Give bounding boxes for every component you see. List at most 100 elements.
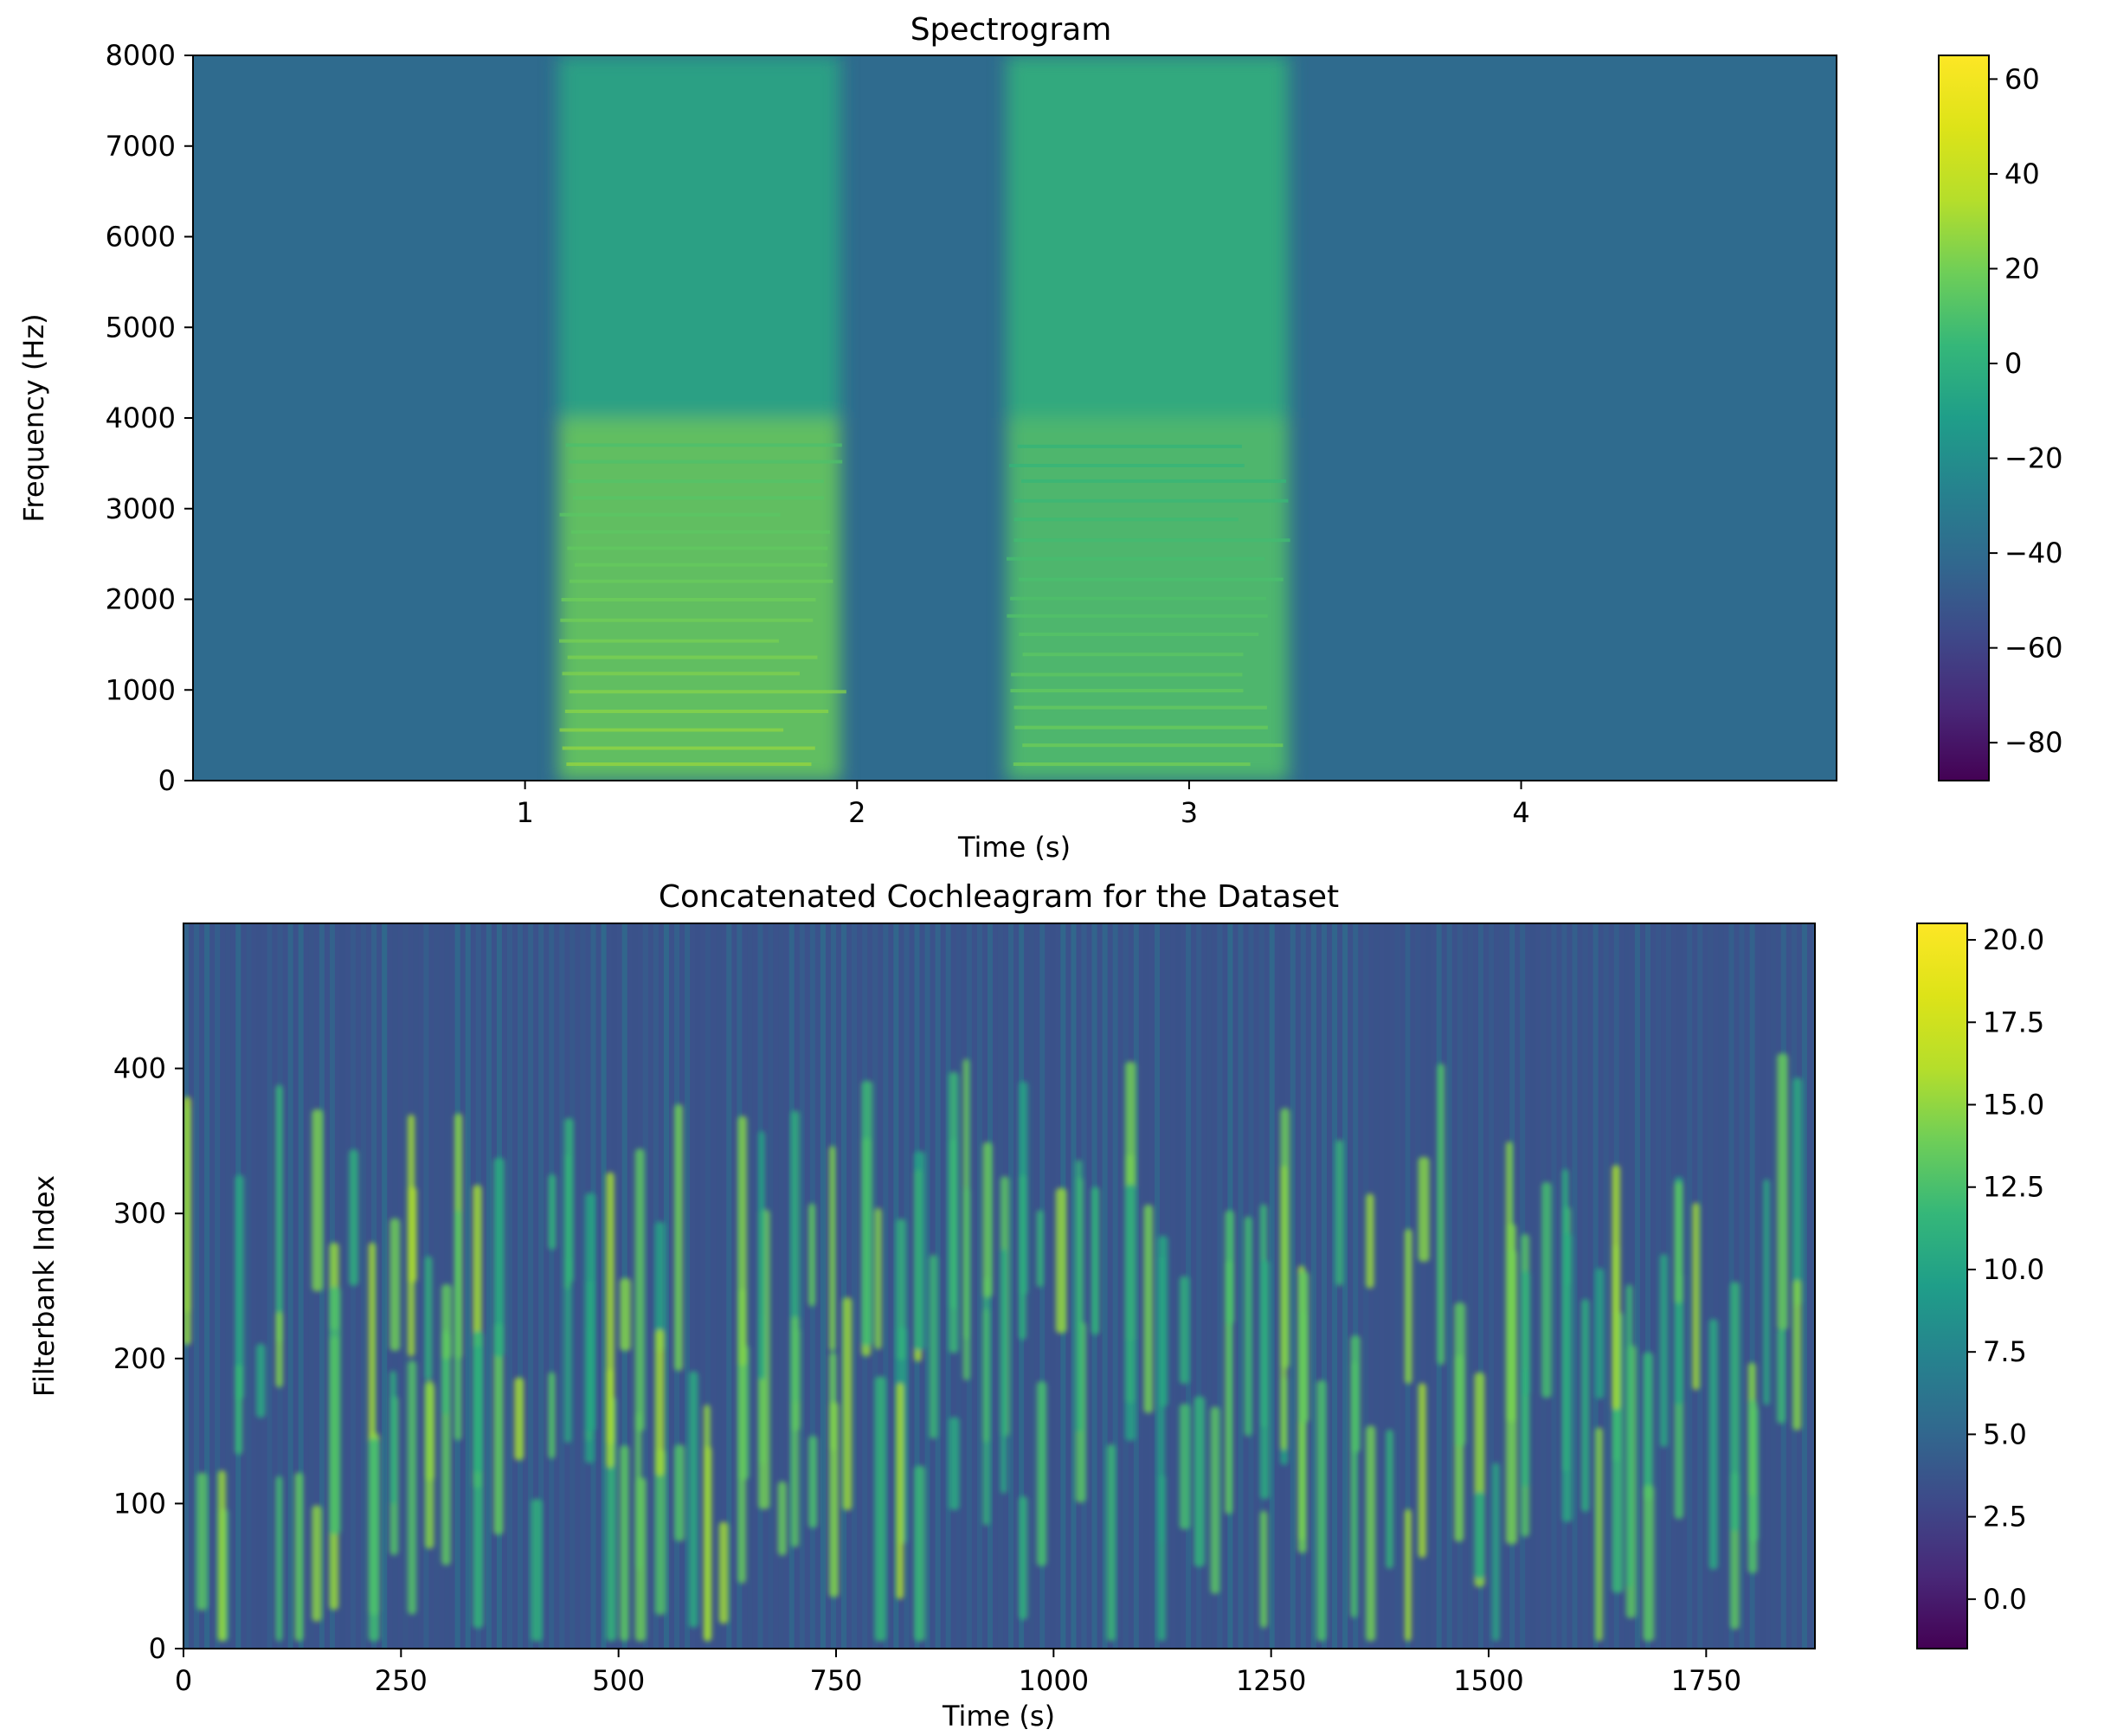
harmonic-band xyxy=(1013,538,1290,543)
harmonic-band xyxy=(1019,577,1284,582)
cochleagram-column xyxy=(1634,923,1640,1649)
cochleagram-segment xyxy=(1179,1403,1191,1530)
cochleagram-column xyxy=(1572,923,1578,1649)
cochleagram-segment xyxy=(1316,1379,1327,1642)
cochleagram-segment xyxy=(196,1472,208,1611)
cochleagram-segment xyxy=(896,1218,906,1360)
cochleagram-segment xyxy=(620,1444,629,1642)
x-tick-label: 1 xyxy=(516,796,533,829)
cochleagram-segment xyxy=(620,1277,631,1352)
cochleagram-segment xyxy=(1366,1425,1376,1642)
harmonic-band xyxy=(1011,672,1243,677)
cochleagram-segment xyxy=(235,1364,243,1456)
cochleagram-segment xyxy=(1612,1165,1620,1411)
y-tick-label: 7000 xyxy=(106,130,176,163)
harmonic-band xyxy=(1010,689,1244,693)
cochleagram-column xyxy=(1310,923,1316,1649)
cochleagram-segment xyxy=(1708,1318,1718,1570)
cochleagram-column xyxy=(1811,923,1815,1649)
y-axis-label: Filterbank Index xyxy=(28,1175,61,1397)
cochleagram-segment xyxy=(1194,1396,1206,1567)
x-tick-label: 750 xyxy=(809,1664,862,1697)
cochleagram-column xyxy=(1656,923,1662,1649)
harmonic-band xyxy=(1017,444,1242,448)
cochleagram-segment xyxy=(441,1283,452,1360)
cochleagram-segment xyxy=(1643,1485,1655,1642)
cochleagram-column xyxy=(716,923,722,1649)
y-tick-label: 4000 xyxy=(106,402,176,434)
cochleagram-segment xyxy=(896,1383,904,1600)
harmonic-band xyxy=(566,762,812,767)
cochleagram-segment xyxy=(1562,1168,1569,1472)
cochleagram-column xyxy=(1217,923,1223,1649)
cochleagram-segment xyxy=(389,1218,401,1352)
cochleagram-segment xyxy=(425,1256,433,1380)
colorbar-tick-label: −80 xyxy=(2004,726,2063,759)
cochleagram-column xyxy=(518,923,524,1649)
colorbar-tick-label: −60 xyxy=(2004,632,2063,665)
cochleagram-column xyxy=(852,923,858,1649)
cochleagram-segment xyxy=(548,1173,557,1251)
harmonic-band xyxy=(569,579,833,583)
cochleagram-column xyxy=(465,923,471,1649)
spectrogram-region xyxy=(1006,55,1289,418)
cochleagram-segment xyxy=(1418,1156,1430,1262)
cochleagram-column xyxy=(1071,923,1077,1649)
y-tick-label: 5000 xyxy=(106,311,176,344)
cochleagram-column xyxy=(1708,923,1714,1649)
colorbar-tick-label: 5.0 xyxy=(1983,1418,2027,1450)
cochleagram-segment xyxy=(861,1080,873,1346)
cochleagram-column xyxy=(549,923,555,1649)
cochleagram-segment xyxy=(1674,1181,1683,1304)
x-tick-label: 250 xyxy=(375,1664,428,1697)
cochleagram-segment xyxy=(1036,1209,1044,1288)
cochleagram-column xyxy=(1363,923,1369,1649)
cochleagram-column xyxy=(601,923,607,1649)
cochleagram-segment xyxy=(949,1417,960,1511)
colorbar-tick-label: 2.5 xyxy=(1983,1501,2027,1533)
cochleagram-column xyxy=(402,923,409,1649)
cochleagram-column xyxy=(308,923,314,1649)
colorbar-tick-label: 10.0 xyxy=(1983,1253,2044,1286)
cochleagram-segment xyxy=(1244,1216,1252,1437)
harmonic-band xyxy=(569,690,846,694)
cochleagram-segment xyxy=(1000,1248,1007,1495)
cochleagram-segment xyxy=(704,1445,712,1642)
colorbar-tick-label: 40 xyxy=(2004,158,2040,190)
cochleagram-column xyxy=(1394,923,1400,1649)
cochleagram-column xyxy=(1760,923,1766,1649)
cochleagram-segment xyxy=(1792,1077,1803,1307)
colorbar-tick-label: 60 xyxy=(2004,62,2040,95)
cochleagram-segment xyxy=(454,1210,462,1441)
harmonic-band xyxy=(559,728,784,732)
x-tick-label: 1500 xyxy=(1453,1664,1523,1697)
cochleagram-column xyxy=(1697,923,1703,1649)
cochleagram-segment xyxy=(914,1151,926,1351)
cochleagram-segment xyxy=(674,1444,685,1542)
cochleagram-segment xyxy=(564,1117,574,1283)
spectrogram-heatmap xyxy=(193,55,1837,781)
cochleagram-segment xyxy=(808,1203,816,1307)
cochleagram-segment xyxy=(255,1343,266,1418)
colorbar-tick-label: 0 xyxy=(2004,347,2022,380)
cochleagram-column xyxy=(382,923,388,1649)
cochleagram-column xyxy=(1770,923,1776,1649)
cochleagram-column xyxy=(1269,923,1275,1649)
cochleagram-column xyxy=(1154,923,1160,1649)
x-tick-label: 500 xyxy=(592,1664,645,1697)
cochleagram-segment xyxy=(737,1116,747,1366)
harmonic-band xyxy=(559,512,781,517)
cochleagram-segment xyxy=(654,1449,666,1616)
harmonic-band xyxy=(1019,633,1259,637)
harmonic-band xyxy=(567,655,818,659)
cochleagram-segment xyxy=(1075,1160,1083,1432)
cochleagram-column xyxy=(893,923,899,1649)
cochleagram-segment xyxy=(368,1438,380,1642)
cochleagram-segment xyxy=(368,1242,376,1446)
colorbar-tick-label: 12.5 xyxy=(1983,1171,2044,1204)
harmonic-band xyxy=(1008,463,1245,467)
cochleagram-column xyxy=(1112,923,1118,1649)
harmonic-band xyxy=(1007,556,1265,561)
cochleagram-column xyxy=(705,923,711,1649)
